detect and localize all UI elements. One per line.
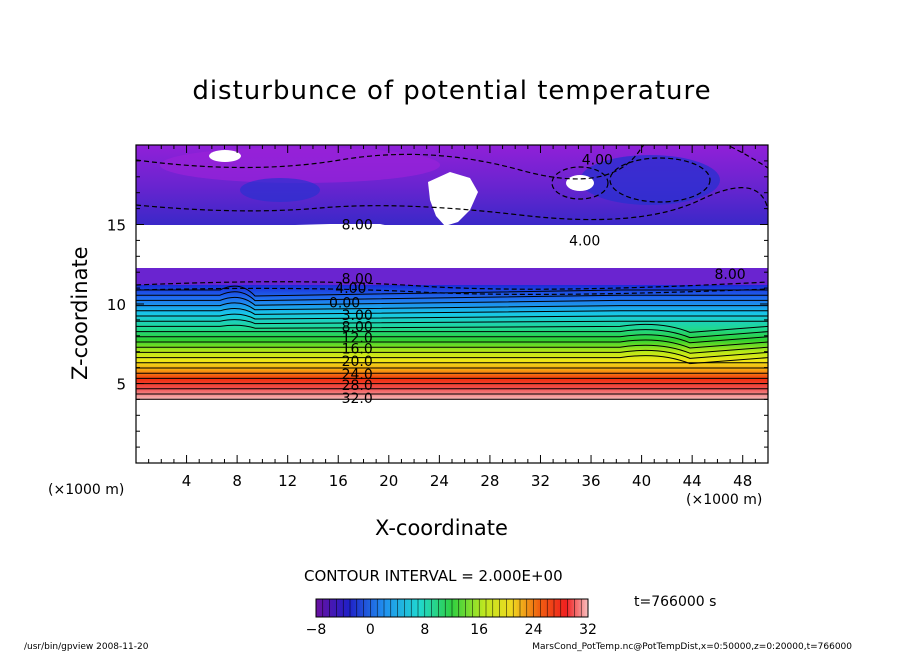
contour-label: 3.00 (342, 308, 373, 324)
x-tick-label: 12 (278, 472, 297, 490)
colorbar-tick-label: 32 (579, 622, 597, 638)
contour-label: 8.00 (342, 272, 373, 288)
undefined-region (428, 172, 478, 226)
y-axis-title: Z-coordinate (68, 246, 92, 380)
x-tick-label: 16 (329, 472, 348, 490)
contour-line (136, 313, 768, 320)
mid-purple-band (136, 268, 768, 288)
undefined-region (566, 175, 594, 191)
contour-line (136, 307, 768, 315)
chart-title: disturbunce of potential temperature (192, 76, 712, 106)
colorbar-tick-label: 24 (524, 622, 543, 638)
contour-line (136, 319, 768, 325)
x-tick-label: 36 (581, 472, 600, 490)
undefined-region (136, 224, 768, 280)
x-tick-label: 28 (480, 472, 499, 490)
contour-line (136, 285, 768, 297)
lower-blank (136, 400, 768, 463)
contour-label: 8.00 (714, 267, 745, 283)
undefined-region (209, 150, 241, 162)
contour-label: 4.00 (569, 233, 600, 249)
contour-line (136, 323, 768, 333)
contour-label: 12.0 (342, 330, 373, 346)
contour-label: 0.00 (329, 295, 360, 311)
dashed-contours (136, 145, 768, 295)
x-tick-label: 24 (430, 472, 449, 490)
time-readout: t=766000 s (634, 594, 717, 610)
contour-label: 24.0 (342, 367, 373, 383)
contour-line (136, 302, 768, 311)
contour-line (136, 334, 768, 344)
contour-interval-text: CONTOUR INTERVAL = 2.000E+00 (304, 567, 563, 585)
x-axis-title: X-coordinate (375, 516, 508, 540)
contour-line (136, 296, 768, 306)
footer-command: /usr/bin/gpview 2008-11-20 (24, 642, 149, 652)
contour-label: 8.00 (342, 218, 373, 234)
contour-label: 4.00 (335, 281, 366, 297)
colorbar-tick-label: 8 (420, 622, 430, 638)
x-tick-label: 8 (232, 472, 242, 490)
x-tick-label: 48 (733, 472, 752, 490)
x-tick-label: 32 (531, 472, 550, 490)
contour-line (136, 355, 768, 365)
contour-label: 20.0 (342, 354, 373, 370)
contour-line (136, 349, 768, 359)
contour-label: 4.00 (582, 152, 613, 168)
colorbar-tick-label: 16 (470, 622, 489, 638)
contour-label: 32.0 (342, 391, 373, 407)
contour-label: 8.00 (342, 319, 373, 335)
x-axis-unit-right: (×1000 m) (686, 492, 763, 508)
contour-label: 16.0 (342, 342, 373, 358)
blue-patch (240, 178, 320, 202)
x-axis-unit-left: (×1000 m) (48, 482, 125, 498)
contour-label: 28.0 (342, 378, 373, 394)
x-tick-label: 4 (182, 472, 192, 490)
y-tick-label: 15 (107, 217, 126, 235)
blue-patch (580, 155, 720, 205)
contour-line (136, 344, 768, 354)
footer-source: MarsCond_PotTemp.nc@PotTempDist,x=0:5000… (532, 642, 852, 652)
contour-line (136, 339, 768, 349)
x-tick-label: 40 (632, 472, 651, 490)
x-tick-label: 20 (379, 472, 398, 490)
contour-line (136, 291, 768, 302)
colorbar-tick-label: −8 (305, 622, 327, 638)
y-tick-label: 10 (107, 296, 126, 314)
colorbar-tick-label: 0 (365, 622, 375, 638)
x-tick-label: 44 (683, 472, 702, 490)
contour-line (136, 329, 768, 339)
y-tick-label: 5 (116, 376, 126, 394)
